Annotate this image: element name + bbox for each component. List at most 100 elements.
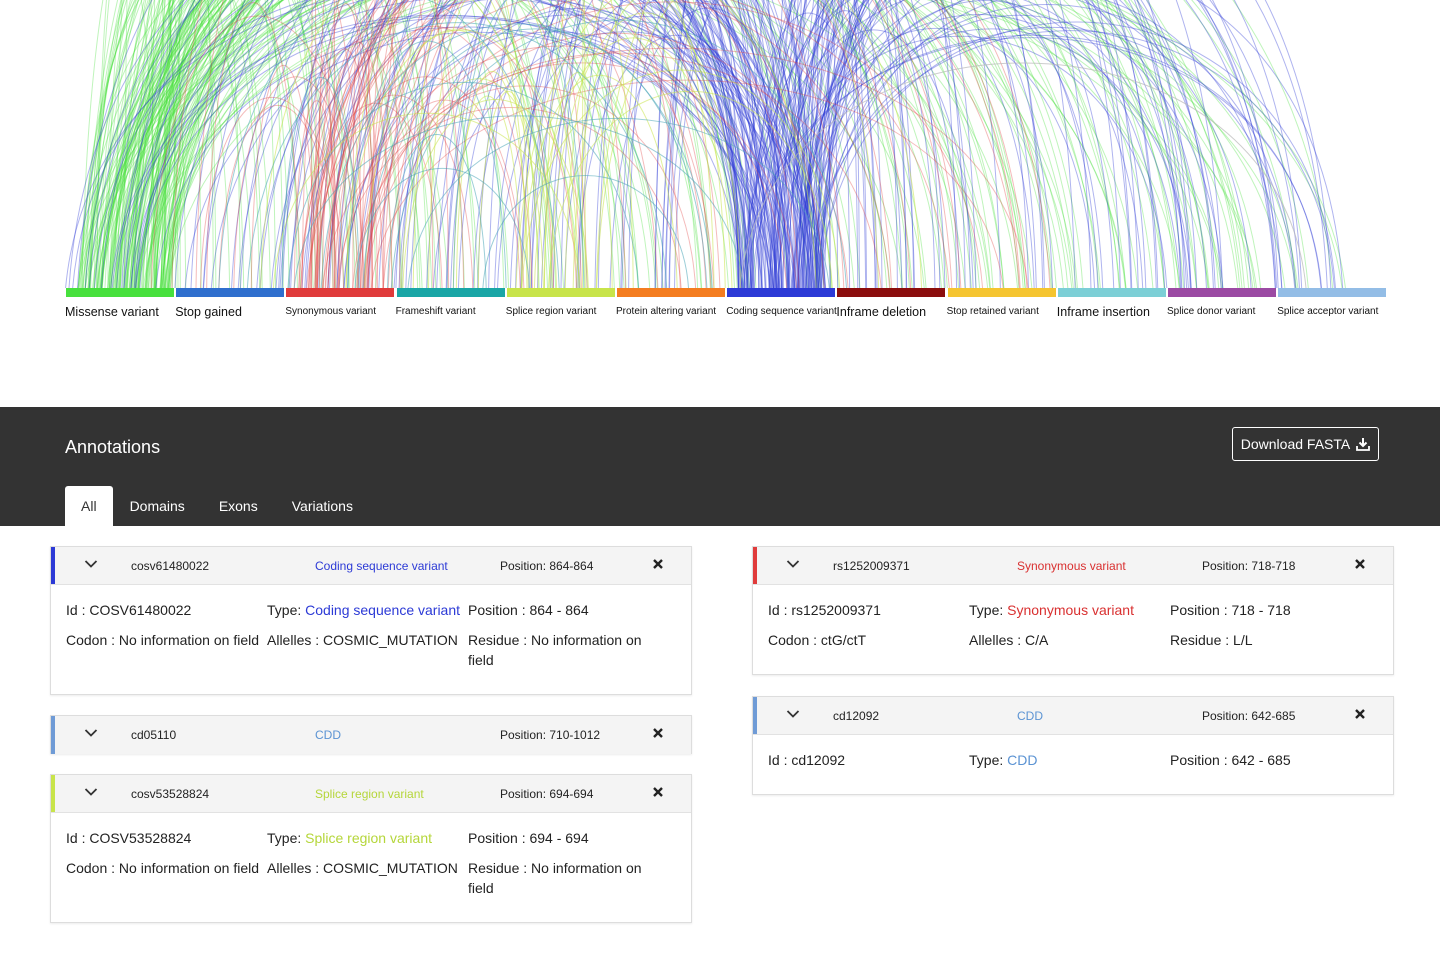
coding-arc — [609, 7, 809, 289]
coding-arc — [363, 0, 739, 289]
chevron-down-icon[interactable] — [84, 559, 98, 569]
legend-bar-splice-region-variant[interactable] — [506, 288, 615, 297]
missense-arc — [144, 0, 1077, 289]
coding-arc — [530, 0, 763, 289]
tab-exons[interactable]: Exons — [218, 498, 258, 514]
coding-arc — [797, 0, 1216, 289]
legend-label: Protein altering variant — [616, 306, 717, 317]
coding-arc — [760, 0, 1157, 289]
missense-arc — [163, 0, 1181, 289]
chevron-down-icon[interactable] — [786, 559, 800, 569]
detail-allelles: Allelles : C/A — [969, 632, 1049, 648]
coding-arc — [808, 0, 1139, 289]
missense-arc — [163, 0, 1064, 289]
splice-region-arc — [572, 0, 726, 289]
close-icon[interactable] — [652, 727, 664, 739]
missense-arc — [163, 0, 217, 289]
coding-arc — [446, 0, 799, 289]
legend-bar-inframe-deletion[interactable] — [837, 288, 946, 297]
coding-arc — [793, 0, 907, 289]
coding-arc — [139, 0, 827, 289]
coding-arc — [123, 0, 773, 289]
chevron-down-icon[interactable] — [786, 709, 800, 719]
missense-arc — [96, 0, 1019, 289]
missense-arc — [138, 0, 302, 289]
legend-bar-coding-sequence-variant[interactable] — [727, 288, 836, 297]
synonymous-arc — [338, 45, 788, 289]
tab-all[interactable]: All — [65, 486, 113, 526]
card-header[interactable]: cd05110 CDD Position: 710-1012 — [51, 716, 691, 754]
card-accent — [51, 547, 55, 584]
missense-arc — [166, 0, 627, 289]
coding-arc — [77, 0, 744, 289]
tab-domains[interactable]: Domains — [129, 498, 185, 514]
legend-bar-missense-variant[interactable] — [66, 288, 174, 297]
synonymous-arc — [367, 0, 627, 289]
legend-label: Frameshift variant — [395, 306, 476, 317]
close-icon[interactable] — [1354, 558, 1366, 570]
tab-variations[interactable]: Variations — [291, 498, 353, 514]
coding-arc — [664, 0, 814, 289]
legend-bar-inframe-insertion[interactable] — [1057, 288, 1166, 297]
legend-bar-synonymous-variant[interactable] — [286, 288, 395, 297]
missense-arc — [154, 0, 904, 289]
coding-arc — [777, 0, 1147, 289]
synonymous-arc — [316, 0, 374, 289]
synonymous-arc — [375, 0, 953, 289]
chevron-down-icon[interactable] — [84, 787, 98, 797]
missense-arc — [155, 0, 1127, 289]
coding-arc — [801, 0, 1191, 289]
legend-bar-stop-retained-variant[interactable] — [947, 288, 1056, 297]
coding-arc — [190, 0, 742, 289]
coding-arc — [550, 0, 752, 289]
missense-arc — [101, 0, 855, 289]
coding-arc — [806, 0, 876, 289]
missense-arc — [101, 0, 1180, 289]
detail-id: Id : COSV53528824 — [66, 830, 192, 846]
missense-arc — [90, 0, 394, 289]
frameshift-arc — [346, 40, 507, 289]
card-type: Splice region variant — [315, 787, 424, 801]
card-header[interactable]: cosv53528824 Splice region variant Posit… — [51, 775, 691, 813]
coding-arc — [338, 0, 816, 289]
synonymous-arc — [322, 0, 1021, 289]
missense-arc — [161, 0, 822, 289]
card-header[interactable]: rs1252009371 Synonymous variant Position… — [753, 547, 1393, 585]
synonymous-arc — [382, 0, 681, 289]
close-icon[interactable] — [652, 558, 664, 570]
missense-arc — [138, 0, 664, 289]
synonymous-arc — [337, 107, 682, 289]
card-id: rs1252009371 — [833, 559, 910, 573]
missense-arc — [104, 0, 588, 289]
coding-arc — [805, 0, 1166, 289]
missense-arc — [96, 0, 187, 289]
legend-bar-splice-acceptor-variant[interactable] — [1278, 288, 1387, 297]
close-icon[interactable] — [1354, 708, 1366, 720]
missense-arc — [110, 0, 948, 289]
coding-arc — [817, 21, 1336, 289]
synonymous-arc — [359, 0, 800, 289]
download-fasta-button[interactable]: Download FASTA — [1232, 427, 1379, 461]
chevron-down-icon[interactable] — [84, 728, 98, 738]
card-header[interactable]: cd12092 CDD Position: 642-685 — [753, 697, 1393, 735]
missense-arc — [145, 0, 337, 289]
synonymous-arc — [325, 27, 577, 289]
synonymous-arc — [298, 0, 1020, 289]
missense-arc — [129, 0, 972, 289]
coding-arc — [786, 0, 867, 289]
legend-bar-splice-donor-variant[interactable] — [1168, 288, 1276, 297]
close-icon[interactable] — [652, 786, 664, 798]
legend-bar-stop-gained[interactable] — [176, 288, 285, 297]
missense-arc — [146, 0, 927, 289]
card-position: Position: 718-718 — [1202, 559, 1296, 573]
missense-arc — [146, 0, 658, 289]
card-header[interactable]: cosv61480022 Coding sequence variant Pos… — [51, 547, 691, 585]
missense-arc — [164, 0, 1243, 289]
missense-arc — [165, 0, 977, 289]
coding-arc — [281, 0, 814, 289]
legend-bar-frameshift-variant[interactable] — [396, 288, 505, 297]
missense-arc — [116, 0, 261, 289]
synonymous-arc — [382, 0, 450, 289]
missense-arc — [168, 0, 808, 289]
legend-bar-protein-altering-variant[interactable] — [617, 288, 725, 297]
